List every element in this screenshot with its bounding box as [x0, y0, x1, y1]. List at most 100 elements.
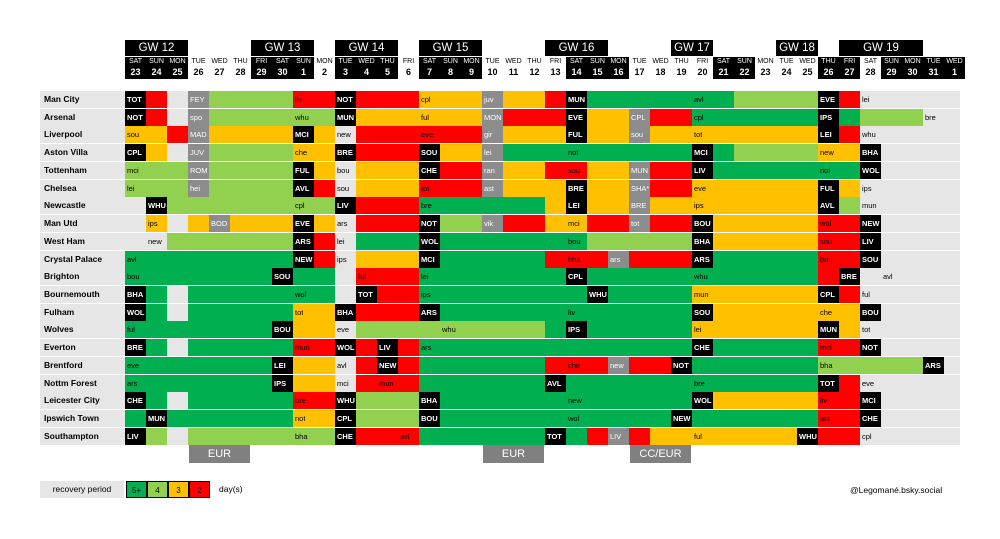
legend-swatch: 5+: [126, 481, 147, 498]
recovery-segment: [419, 197, 482, 215]
recovery-segment: [734, 410, 818, 428]
recovery-segment: [293, 197, 335, 215]
recovery-segment: [629, 232, 650, 250]
recovery-segment: [692, 410, 734, 428]
recovery-segment: [860, 108, 923, 126]
cup-fixture: gir: [482, 126, 503, 144]
day-header: THU 26: [818, 57, 839, 79]
day-number: 13: [550, 67, 561, 77]
recovery-segment: [356, 250, 419, 268]
recovery-segment: [545, 232, 587, 250]
recovery-segment: [419, 356, 482, 374]
recovery-segment: [209, 392, 293, 410]
home-fixture: NEW: [860, 215, 881, 233]
recovery-segment: [419, 374, 482, 392]
day-number: 27: [844, 67, 855, 77]
day-number: 18: [655, 67, 666, 77]
day-of-week: THU: [380, 58, 395, 65]
cup-fixture: ast: [482, 179, 503, 197]
team-name: Nottm Forest: [44, 377, 97, 388]
home-fixture: LIV: [335, 197, 356, 215]
day-header: TUE 26: [188, 57, 209, 79]
home-fixture: CPL: [818, 286, 839, 304]
away-fixture: che: [820, 307, 833, 317]
recovery-segment: [503, 215, 545, 233]
cup-fixture: sou: [629, 126, 650, 144]
recovery-segment: [545, 392, 587, 410]
recovery-segment: [356, 91, 419, 108]
recovery-segment: [293, 286, 335, 304]
home-fixture: CPL: [335, 410, 356, 428]
home-fixture: BRE: [335, 144, 356, 162]
recovery-segment: [692, 179, 734, 197]
day-number: 28: [235, 67, 246, 77]
recovery-segment: [629, 392, 650, 410]
recovery-segment: [734, 91, 818, 108]
away-fixture: bre: [694, 378, 705, 388]
recovery-segment: [629, 410, 650, 428]
day-of-week: SAT: [422, 58, 437, 65]
away-fixture: che: [568, 360, 581, 370]
recovery-segment: [503, 161, 545, 179]
recovery-segment: [734, 179, 818, 197]
away-fixture: whu: [442, 325, 456, 335]
recovery-segment: [293, 392, 335, 410]
day-header: SUN 15: [587, 57, 608, 79]
home-fixture: IPS: [566, 321, 587, 339]
recovery-segment: [818, 427, 860, 445]
day-of-week: SUN: [296, 58, 311, 65]
recovery-segment: [587, 232, 629, 250]
away-fixture: ars: [421, 343, 432, 353]
home-fixture: ARS: [692, 250, 713, 268]
away-fixture: lei: [862, 95, 870, 104]
away-fixture: mci: [127, 165, 139, 175]
recovery-segment: [356, 232, 419, 250]
cup-fixture: ars: [608, 250, 629, 268]
recovery-segment: [125, 410, 146, 428]
away-fixture: eve: [421, 130, 434, 140]
away-fixture: ful: [862, 290, 870, 300]
home-fixture: FUL: [818, 179, 839, 197]
day-header: TUE 10: [482, 57, 503, 79]
home-fixture: CHE: [335, 427, 356, 445]
recovery-segment: [734, 215, 818, 233]
day-header: FRI 29: [251, 57, 272, 79]
away-fixture: wol: [820, 219, 832, 229]
away-fixture: ful: [694, 431, 702, 441]
away-fixture: eve: [694, 183, 707, 193]
day-header: SAT 7: [419, 57, 440, 79]
recovery-segment: [209, 427, 293, 445]
legend-swatch: 2: [189, 481, 210, 498]
day-of-week: SUN: [884, 58, 899, 65]
day-header: MON 9: [461, 57, 482, 79]
away-fixture: sou: [568, 165, 581, 175]
recovery-segment: [503, 303, 545, 321]
day-of-week: MON: [169, 58, 186, 65]
day-number: 23: [760, 67, 771, 77]
recovery-segment: [629, 286, 650, 304]
recovery-segment: [356, 179, 419, 197]
home-fixture: AVL: [545, 374, 566, 392]
cup-fixture: MUN: [629, 161, 650, 179]
day-number: 5: [384, 67, 390, 77]
home-fixture: MUN: [335, 108, 356, 126]
away-fixture: new: [148, 236, 162, 246]
day-of-week: SAT: [569, 58, 584, 65]
away-fixture: new: [337, 130, 351, 140]
recovery-segment: [356, 144, 419, 162]
recovery-segment: [167, 410, 209, 428]
recovery-segment: [818, 410, 860, 428]
day-header: TUE 31: [923, 57, 944, 79]
day-of-week: WED: [946, 58, 963, 65]
recovery-segment: [503, 144, 545, 162]
team-name: Everton: [44, 342, 76, 353]
day-number: 15: [592, 67, 603, 77]
home-fixture: MCI: [419, 250, 440, 268]
recovery-segment: [356, 268, 419, 286]
recovery-segment: [587, 268, 629, 286]
day-number: 26: [823, 67, 834, 77]
gameweek-label: GW 18: [776, 40, 818, 56]
day-header: MON 30: [902, 57, 923, 79]
recovery-segment: [587, 126, 629, 144]
home-fixture: LEI: [566, 197, 587, 215]
